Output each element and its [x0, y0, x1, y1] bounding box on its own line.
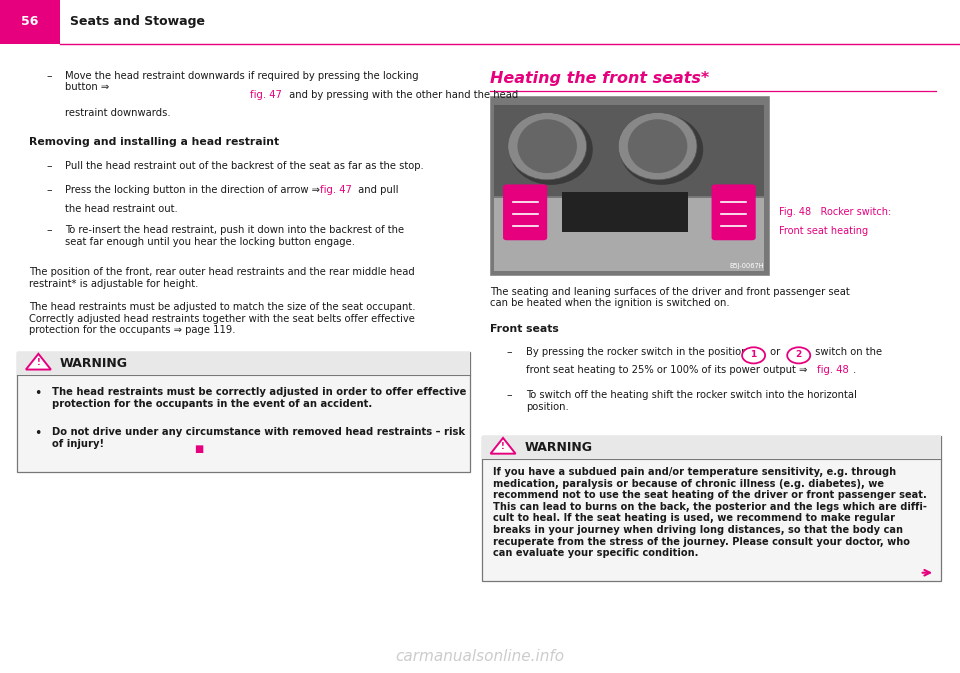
- Text: WARNING: WARNING: [524, 441, 592, 454]
- Text: Removing and installing a head restraint: Removing and installing a head restraint: [29, 137, 279, 147]
- Text: Fig. 48   Rocker switch:: Fig. 48 Rocker switch:: [779, 207, 891, 217]
- Text: switch on the: switch on the: [812, 347, 882, 357]
- Text: !: !: [501, 442, 505, 452]
- Text: Front seats: Front seats: [490, 324, 559, 334]
- Text: Front seat heating: Front seat heating: [779, 225, 868, 236]
- Text: 56: 56: [21, 15, 38, 28]
- FancyBboxPatch shape: [711, 184, 756, 240]
- Text: The position of the front, rear outer head restraints and the rear middle head
r: The position of the front, rear outer he…: [29, 267, 415, 289]
- Text: –: –: [507, 347, 513, 357]
- Text: !: !: [36, 358, 40, 367]
- FancyBboxPatch shape: [482, 436, 941, 459]
- Text: By pressing the rocker switch in the position: By pressing the rocker switch in the pos…: [526, 347, 751, 357]
- Text: Heating the front seats*: Heating the front seats*: [490, 71, 708, 85]
- Text: B5J-0067H: B5J-0067H: [730, 263, 764, 269]
- Text: •: •: [35, 427, 42, 440]
- Circle shape: [787, 347, 810, 363]
- Polygon shape: [491, 438, 516, 454]
- Text: and by pressing with the other hand the head: and by pressing with the other hand the …: [286, 90, 518, 100]
- Ellipse shape: [508, 112, 587, 180]
- Text: .: .: [852, 365, 855, 376]
- Text: Do not drive under any circumstance with removed head restraints – risk
of injur: Do not drive under any circumstance with…: [52, 427, 465, 449]
- Text: The head restraints must be adjusted to match the size of the seat occupant.
Cor: The head restraints must be adjusted to …: [29, 302, 416, 335]
- FancyBboxPatch shape: [482, 436, 941, 581]
- Circle shape: [742, 347, 765, 363]
- Text: the head restraint out.: the head restraint out.: [65, 204, 178, 214]
- Text: To switch off the heating shift the rocker switch into the horizontal
position.: To switch off the heating shift the rock…: [526, 390, 857, 412]
- Text: The seating and leaning surfaces of the driver and front passenger seat
can be h: The seating and leaning surfaces of the …: [490, 287, 850, 308]
- Text: –: –: [46, 161, 52, 171]
- Text: restraint downwards.: restraint downwards.: [65, 108, 171, 118]
- FancyBboxPatch shape: [503, 184, 547, 240]
- Ellipse shape: [510, 114, 593, 185]
- Text: and pull: and pull: [355, 185, 398, 195]
- Text: If you have a subdued pain and/or temperature sensitivity, e.g. through
medicati: If you have a subdued pain and/or temper…: [493, 467, 927, 559]
- Text: 2: 2: [796, 350, 802, 359]
- FancyBboxPatch shape: [0, 0, 60, 44]
- Text: –: –: [46, 225, 52, 236]
- Text: fig. 48: fig. 48: [817, 365, 849, 376]
- Text: •: •: [35, 387, 42, 400]
- Text: front seat heating to 25% or 100% of its power output ⇒: front seat heating to 25% or 100% of its…: [526, 365, 810, 376]
- Ellipse shape: [517, 119, 577, 173]
- Text: Move the head restraint downwards if required by pressing the locking
button ⇒: Move the head restraint downwards if req…: [65, 71, 419, 92]
- Text: fig. 47: fig. 47: [320, 185, 351, 195]
- Text: 1: 1: [751, 350, 756, 359]
- Text: ■: ■: [194, 444, 204, 454]
- FancyBboxPatch shape: [17, 352, 470, 375]
- FancyBboxPatch shape: [17, 352, 470, 472]
- FancyBboxPatch shape: [490, 96, 769, 275]
- Text: –: –: [46, 71, 52, 81]
- Text: Seats and Stowage: Seats and Stowage: [70, 15, 205, 28]
- Text: or: or: [767, 347, 783, 357]
- Text: WARNING: WARNING: [60, 357, 128, 370]
- Ellipse shape: [628, 119, 687, 173]
- FancyBboxPatch shape: [562, 192, 687, 232]
- FancyBboxPatch shape: [494, 198, 764, 271]
- Text: fig. 47: fig. 47: [250, 90, 281, 100]
- Ellipse shape: [618, 112, 697, 180]
- Text: To re-insert the head restraint, push it down into the backrest of the
seat far : To re-insert the head restraint, push it…: [65, 225, 404, 247]
- Polygon shape: [26, 354, 51, 369]
- Ellipse shape: [620, 114, 703, 185]
- Text: –: –: [46, 185, 52, 195]
- Text: –: –: [507, 390, 513, 400]
- Text: carmanualsonline.info: carmanualsonline.info: [396, 649, 564, 664]
- Text: Pull the head restraint out of the backrest of the seat as far as the stop.: Pull the head restraint out of the backr…: [65, 161, 424, 171]
- Text: The head restraints must be correctly adjusted in order to offer effective
prote: The head restraints must be correctly ad…: [52, 387, 467, 409]
- FancyBboxPatch shape: [494, 105, 764, 196]
- Text: Press the locking button in the direction of arrow ⇒: Press the locking button in the directio…: [65, 185, 324, 195]
